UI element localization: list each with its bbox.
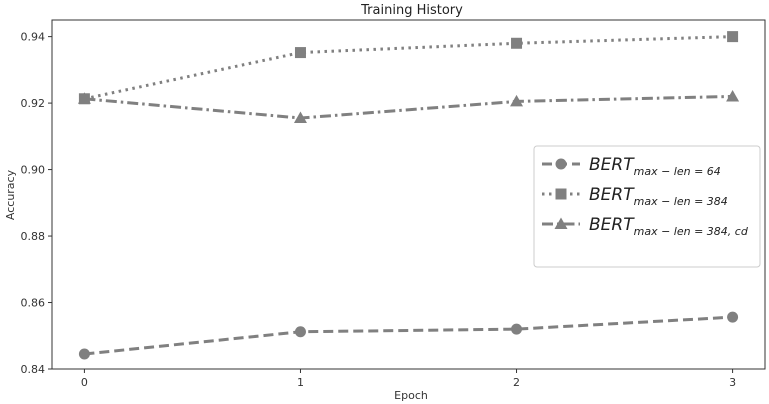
y-tick-label: 0.94 [21,31,46,44]
x-tick-label: 2 [513,376,520,389]
data-point [727,311,739,323]
legend-box [533,145,761,268]
x-axis-label: Epoch [394,389,428,402]
data-point [510,94,524,107]
y-tick-label: 0.92 [21,97,46,110]
y-tick-label: 0.84 [21,363,46,376]
series-line [84,94,733,120]
series-line [84,35,733,101]
x-axis-ticks: 0 1 2 3 [81,369,736,389]
series-3 [77,89,740,124]
y-tick-label: 0.86 [21,297,46,310]
data-point [511,37,523,49]
legend-label: BERTmax − len = 384 [589,185,728,208]
x-tick-label: 0 [81,376,88,389]
series-2 [78,31,739,105]
data-point [294,47,306,59]
data-point [294,326,306,338]
y-axis-label: Accuracy [4,169,17,220]
x-tick-label: 1 [297,376,304,389]
legend-marker [555,158,567,170]
y-tick-label: 0.90 [21,164,46,177]
y-axis-ticks: 0.84 0.86 0.88 0.90 0.92 0.94 [21,31,52,376]
data-point [727,31,739,43]
legend-item-2: BERTmax − len = 384 [542,185,728,208]
data-point [293,111,307,124]
data-point [726,89,740,102]
legend: BERTmax − len = 64 BERTmax − len = 384 BER… [533,145,761,268]
legend-marker [555,188,567,200]
data-point [78,348,90,360]
series-layer [77,31,740,360]
legend-marker [554,217,568,229]
data-point [77,92,91,104]
legend-label: BERTmax − len = 64 [589,155,721,178]
plot-area [51,19,766,370]
legend-item-1: BERTmax − len = 64 [542,155,721,178]
legend-label: BERTmax − len = 384, cd [589,215,749,238]
series-1 [78,311,739,360]
data-point [511,323,523,335]
legend-item-3: BERTmax − len = 384, cd [542,215,749,238]
series-line [84,315,733,356]
x-tick-label: 3 [729,376,736,389]
chart-title: Training History [360,3,463,18]
y-tick-label: 0.88 [21,230,46,243]
